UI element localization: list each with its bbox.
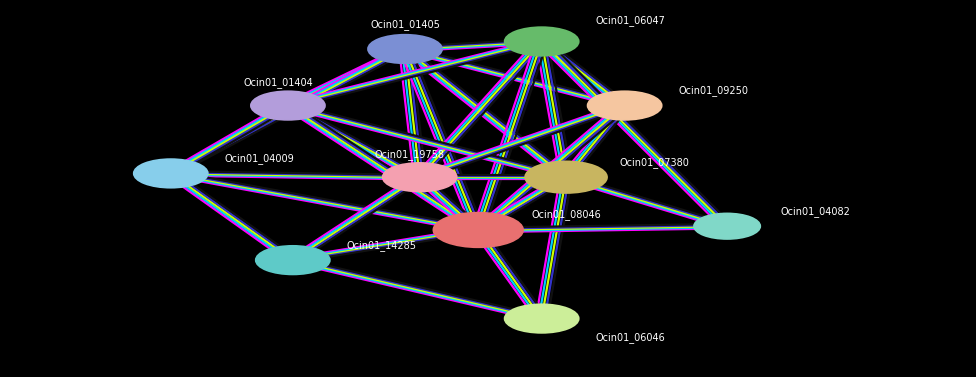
Circle shape	[256, 246, 330, 274]
Text: Ocin01_06046: Ocin01_06046	[595, 332, 665, 343]
Text: Ocin01_08046: Ocin01_08046	[532, 210, 601, 220]
Circle shape	[694, 213, 760, 239]
Circle shape	[251, 91, 325, 120]
Circle shape	[588, 91, 662, 120]
Text: Ocin01_04009: Ocin01_04009	[224, 153, 294, 164]
Circle shape	[525, 161, 607, 193]
Text: Ocin01_04082: Ocin01_04082	[781, 206, 851, 216]
Circle shape	[433, 213, 523, 247]
Circle shape	[505, 304, 579, 333]
Text: Ocin01_14285: Ocin01_14285	[346, 240, 417, 250]
Circle shape	[134, 159, 208, 188]
Text: Ocin01_01405: Ocin01_01405	[370, 19, 440, 30]
Text: Ocin01_06047: Ocin01_06047	[595, 15, 666, 26]
Circle shape	[368, 35, 442, 63]
Text: Ocin01_19758: Ocin01_19758	[375, 149, 445, 160]
Text: Ocin01_07380: Ocin01_07380	[620, 157, 690, 167]
Circle shape	[505, 27, 579, 56]
Circle shape	[383, 163, 457, 192]
Text: Ocin01_01404: Ocin01_01404	[243, 78, 313, 88]
Text: Ocin01_09250: Ocin01_09250	[678, 85, 749, 96]
